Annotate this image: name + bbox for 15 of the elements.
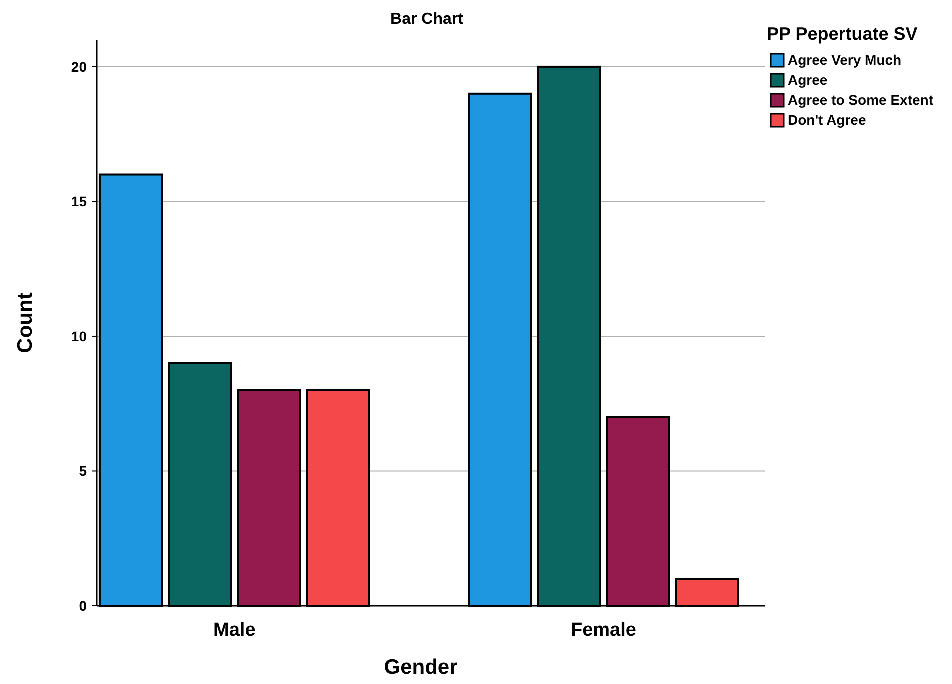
x-tick-label: Male bbox=[214, 620, 256, 641]
y-axis-title: Count bbox=[14, 292, 37, 354]
x-tick-label: Female bbox=[570, 620, 636, 641]
legend-label: Agree Very Much bbox=[788, 52, 902, 68]
chart-title: Bar Chart bbox=[390, 11, 464, 28]
legend-label: Agree to Some Extent bbox=[788, 92, 934, 108]
x-axis-title: Gender bbox=[384, 656, 458, 679]
y-tick-label: 15 bbox=[71, 194, 88, 210]
y-tick-label: 20 bbox=[71, 58, 88, 75]
legend-label: Agree bbox=[788, 72, 828, 88]
legend-label: Don't Agree bbox=[788, 112, 866, 128]
y-tick-label: 0 bbox=[79, 598, 88, 614]
legend-title: PP Pepertuate SV bbox=[767, 24, 918, 44]
y-tick-label: 10 bbox=[71, 328, 88, 344]
y-tick-label: 5 bbox=[79, 463, 88, 480]
